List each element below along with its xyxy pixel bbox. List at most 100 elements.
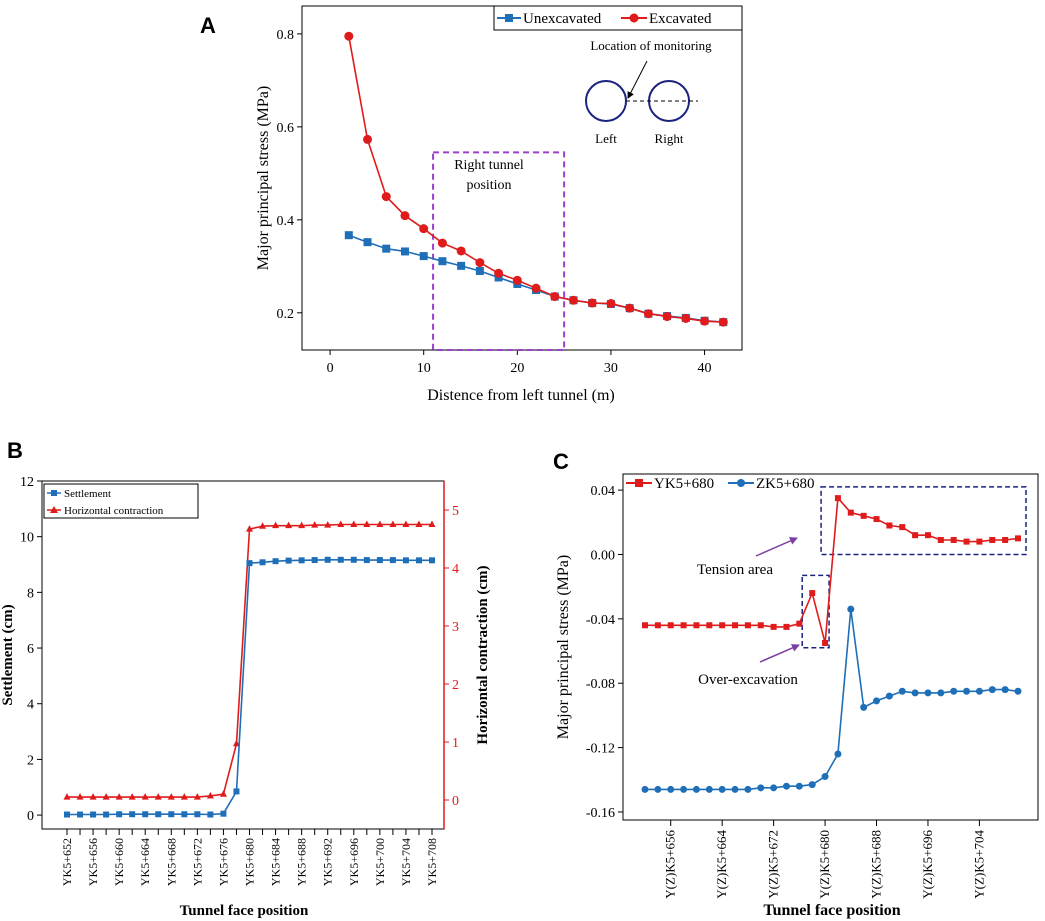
point-b0-28 — [429, 557, 435, 564]
point-a0-6 — [457, 261, 466, 270]
point-a1-8 — [494, 268, 504, 278]
b-y2tick-label: 0 — [452, 794, 459, 809]
right-tunnel-position-box — [432, 151, 566, 351]
c-ytick-label: -0.12 — [586, 742, 615, 757]
point-b0-16 — [272, 558, 279, 565]
point-c0-6 — [719, 622, 726, 629]
panel-b-legend: Settlement Horizontal contraction — [43, 483, 199, 519]
point-c0-22 — [924, 532, 931, 539]
b-xtick-label: YK5+660 — [112, 838, 126, 886]
panel-c-xlabel: Tunnel face position — [763, 902, 900, 919]
b-ytick-label: 6 — [27, 642, 34, 657]
point-a1-19 — [700, 316, 710, 326]
point-c1-11 — [782, 782, 790, 790]
point-c0-4 — [693, 622, 700, 629]
point-a0-3 — [400, 247, 409, 256]
point-c1-17 — [860, 703, 868, 711]
point-b0-9 — [181, 811, 188, 818]
point-c0-19 — [886, 522, 893, 529]
b-y2tick-label: 5 — [452, 504, 459, 519]
point-b0-14 — [246, 560, 253, 567]
c-xtick-label: Y(Z)K5+672 — [766, 830, 781, 899]
point-b0-24 — [376, 557, 383, 564]
point-c1-27 — [988, 686, 996, 694]
point-b1-10 — [193, 793, 201, 800]
point-c1-22 — [924, 689, 932, 697]
point-b1-7 — [154, 793, 162, 800]
point-c1-15 — [834, 750, 842, 758]
point-c0-26 — [976, 538, 983, 545]
b-ytick-label: 2 — [27, 753, 34, 768]
c-ytick-label: -0.04 — [586, 613, 615, 628]
a-xtick-label: 20 — [510, 361, 524, 376]
c-ytick-label: -0.16 — [586, 806, 615, 821]
point-b0-20 — [324, 556, 331, 563]
point-b1-22 — [350, 520, 358, 527]
point-a1-0 — [344, 31, 354, 41]
point-b0-18 — [298, 557, 305, 564]
point-c1-29 — [1014, 687, 1022, 695]
point-a0-2 — [382, 244, 391, 253]
point-a0-0 — [344, 231, 353, 240]
point-a1-11 — [550, 292, 560, 302]
legend-horizontal-contraction-label: Horizontal contraction — [64, 505, 164, 517]
point-c1-20 — [898, 687, 906, 695]
series-line-b0 — [67, 558, 432, 816]
point-c1-21 — [911, 689, 919, 697]
b-xtick-label: YK5+676 — [216, 838, 230, 886]
a-ytick-label: 0.2 — [277, 307, 295, 322]
point-c1-19 — [885, 692, 893, 700]
point-c0-1 — [654, 622, 661, 629]
over-excavation-arrow — [759, 644, 800, 663]
point-a1-14 — [606, 299, 616, 309]
point-b1-6 — [141, 793, 149, 800]
point-c0-21 — [912, 532, 919, 539]
point-a1-5 — [437, 238, 447, 248]
point-b1-8 — [167, 793, 175, 800]
point-b0-23 — [363, 557, 370, 564]
point-b0-3 — [103, 811, 110, 818]
point-a1-9 — [512, 275, 522, 285]
legend-settlement-marker — [51, 490, 57, 496]
point-b0-21 — [337, 556, 344, 563]
point-c1-0 — [641, 785, 649, 793]
point-c1-28 — [1001, 686, 1009, 694]
panel-a-ylabel: Major principal stress (MPa) — [255, 86, 272, 270]
monitoring-arrow — [627, 60, 648, 99]
point-c1-23 — [937, 689, 945, 697]
point-a0-5 — [438, 257, 447, 266]
panel-b-legend-box — [43, 483, 199, 519]
point-b1-21 — [337, 520, 345, 527]
b-y2tick-label: 3 — [452, 620, 459, 635]
a-xtick-label: 0 — [327, 361, 334, 376]
b-xtick-label: YK5+668 — [164, 838, 178, 886]
point-b0-0 — [64, 811, 70, 818]
c-ytick-label: -0.08 — [586, 677, 615, 692]
point-b0-26 — [402, 557, 409, 564]
point-b1-18 — [298, 521, 306, 529]
point-a1-16 — [643, 309, 653, 319]
point-a1-20 — [718, 317, 728, 327]
legend-zk-label: ZK5+680 — [756, 476, 814, 492]
right-tunnel-label-2: position — [466, 178, 511, 193]
point-c1-18 — [873, 697, 881, 705]
point-c0-14 — [822, 639, 829, 646]
left-tunnel-label: Left — [595, 131, 617, 146]
b-y2tick-label: 2 — [452, 678, 459, 693]
c-xtick-label: Y(Z)K5+704 — [971, 830, 986, 899]
right-tunnel-label-1: Right tunnel — [454, 158, 524, 173]
panel-b-ylabel: Settlement (cm) — [0, 604, 16, 705]
point-b0-22 — [350, 556, 357, 563]
b-xtick-label: YK5+696 — [347, 838, 361, 886]
point-c0-13 — [809, 590, 816, 597]
point-b1-26 — [402, 520, 410, 527]
panel-c-frame — [622, 473, 1039, 821]
legend-zk-marker — [737, 479, 745, 487]
b-ytick-label: 4 — [27, 698, 34, 713]
point-b0-10 — [194, 811, 201, 818]
point-c1-2 — [667, 785, 675, 793]
b-xtick-label: YK5+664 — [138, 838, 152, 886]
b-xtick-label: YK5+680 — [243, 838, 257, 886]
